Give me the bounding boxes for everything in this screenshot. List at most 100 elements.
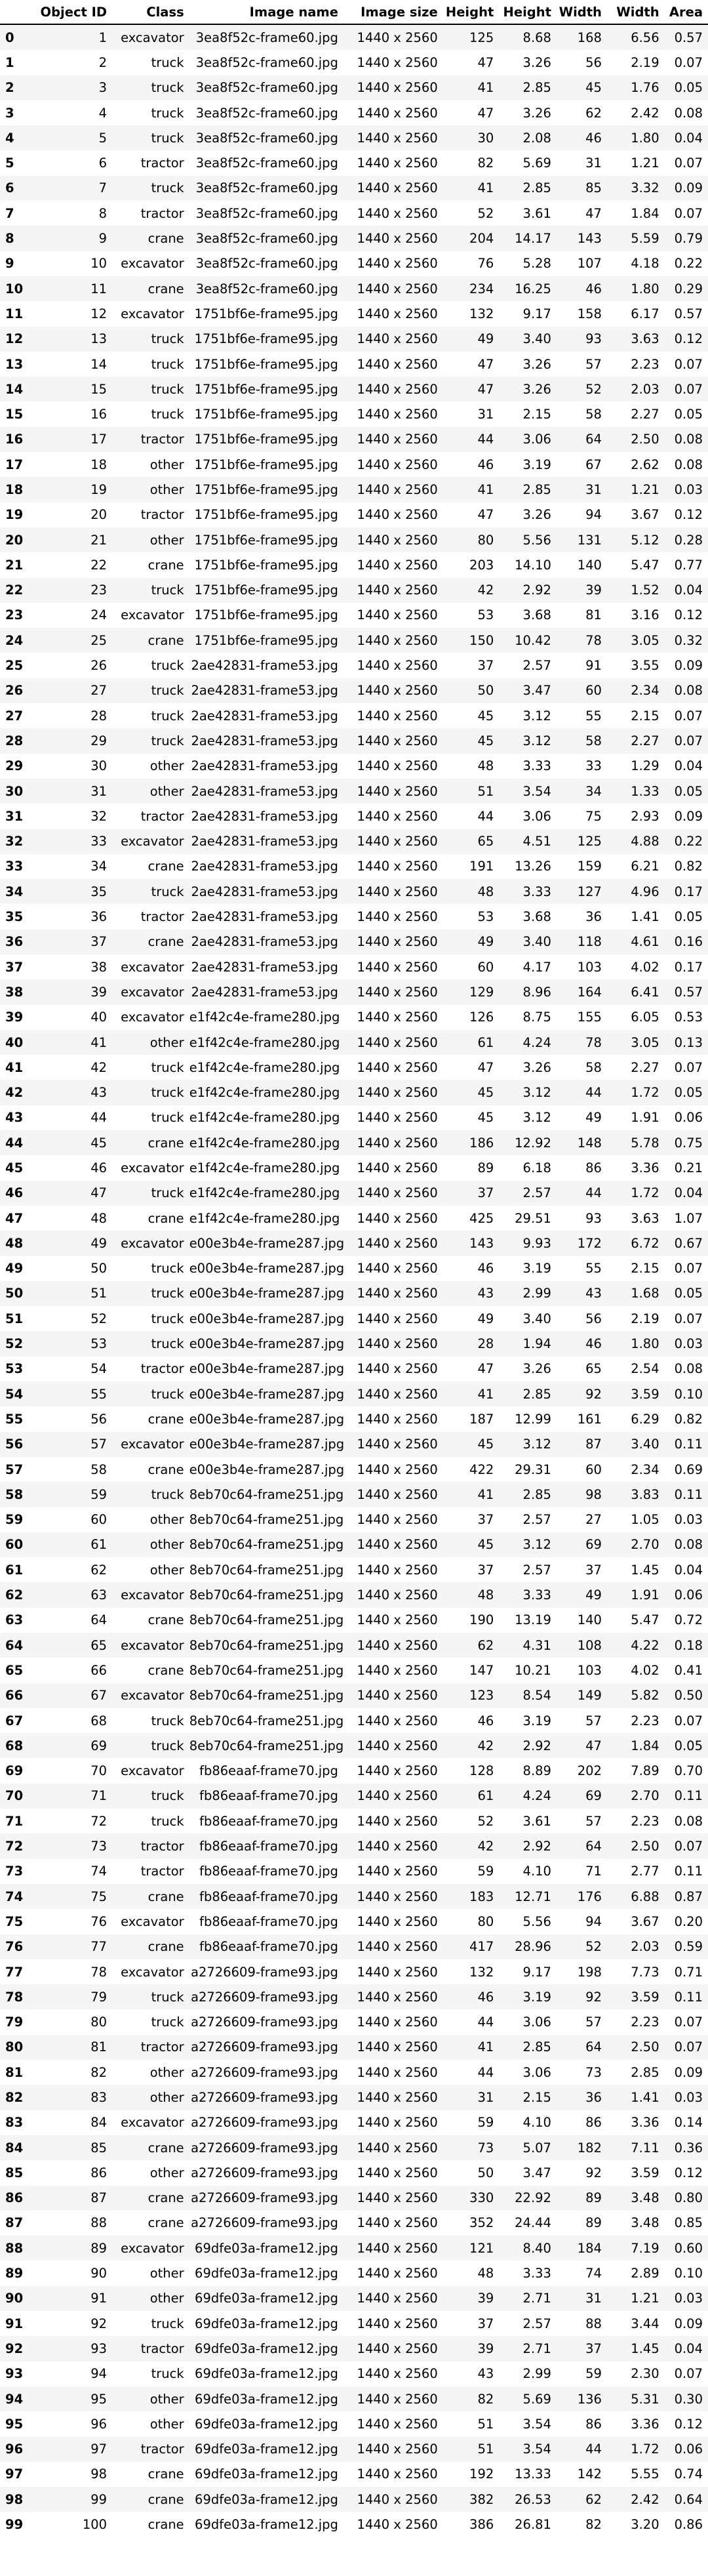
- class-cell: truck: [112, 1733, 189, 1759]
- width-pct-cell: 1.45: [631, 1562, 659, 1578]
- table-row: 62 63 excavator 8eb70c64-frame251.jpg 1440 x…: [0, 1582, 708, 1608]
- area-cell: 0.64: [664, 2487, 708, 2512]
- height-px-cell: 43: [477, 2366, 494, 2382]
- width-px-cell: 46: [556, 125, 607, 151]
- area-cell: 0.06: [664, 1582, 708, 1608]
- image-size-cell: 1440 x 2560: [343, 1431, 443, 1457]
- row-index: 65: [5, 1662, 24, 1678]
- width-pct-cell: 5.55: [631, 2466, 659, 2482]
- object-id-cell: 24: [90, 607, 108, 623]
- area-cell: 0.05: [664, 1733, 708, 1759]
- height-px-cell: 386: [469, 2517, 494, 2533]
- width-pct-cell: 2.50: [606, 1833, 665, 1859]
- row-index: 67: [5, 1713, 24, 1728]
- height-px-cell: 50: [442, 678, 500, 704]
- table-row: 66 67 excavator 8eb70c64-frame251.jpg 1440 x…: [0, 1683, 708, 1708]
- area-cell: 0.07: [674, 708, 703, 724]
- class-cell: truck: [112, 175, 189, 201]
- object-id-cell: 83: [36, 2085, 113, 2110]
- width-pct-cell: 6.21: [631, 859, 659, 874]
- height-pct-cell: 5.69: [499, 2386, 557, 2412]
- width-px-cell: 81: [585, 607, 602, 623]
- width-px-cell: 91: [585, 658, 602, 674]
- row-index: 98: [0, 2487, 37, 2512]
- row-index: 12: [0, 326, 37, 352]
- height-px-cell: 47: [477, 507, 494, 523]
- area-cell: 0.05: [664, 75, 708, 100]
- width-pct-cell: 7.73: [631, 1964, 659, 1980]
- height-pct-cell: 4.17: [522, 959, 551, 975]
- row-index: 89: [5, 2266, 24, 2281]
- height-px-cell: 123: [442, 1683, 500, 1708]
- image-name-cell: 69dfe03a-frame12.jpg: [189, 2285, 344, 2312]
- table-row: 35 36 tractor 2ae42831-frame53.jpg 1440 x 25…: [0, 904, 708, 929]
- image-name-cell: 69dfe03a-frame12.jpg: [189, 2487, 344, 2512]
- height-px-cell: 192: [469, 2466, 494, 2482]
- object-id-cell: 43: [36, 1080, 113, 1105]
- image-name-cell: a2726609-frame93.jpg: [191, 2014, 338, 2030]
- class-cell: truck: [151, 2014, 184, 2030]
- class-cell: truck: [112, 75, 189, 100]
- area-cell: 0.53: [674, 1010, 703, 1025]
- width-pct-cell: 3.40: [606, 1431, 665, 1457]
- width-pct-cell: 1.41: [606, 2085, 665, 2110]
- object-id-cell: 16: [90, 407, 108, 422]
- height-pct-cell: 8.96: [499, 979, 557, 1005]
- width-pct-cell: 4.61: [606, 929, 665, 954]
- image-size-cell: 1440 x 2560: [357, 256, 438, 272]
- image-name-cell: 3ea8f52c-frame60.jpg: [195, 105, 338, 121]
- height-pct-cell: 12.92: [499, 1130, 557, 1156]
- width-pct-cell: 2.42: [606, 2487, 665, 2512]
- row-index: 58: [0, 1482, 37, 1507]
- height-pct-cell: 2.15: [499, 2085, 557, 2110]
- row-index: 87: [5, 2215, 24, 2231]
- height-px-cell: 187: [469, 1411, 494, 1427]
- class-cell: truck: [151, 1813, 184, 1829]
- width-px-cell: 37: [556, 2336, 607, 2361]
- table-row: 9 10 excavator 3ea8f52c-frame60.jpg 1440 x 2…: [0, 251, 708, 276]
- height-px-cell: 150: [442, 628, 500, 653]
- width-px-cell: 57: [585, 1813, 602, 1829]
- area-cell: 0.04: [674, 1562, 703, 1578]
- row-index: 72: [0, 1833, 37, 1859]
- class-cell: other: [112, 1029, 189, 1055]
- width-px-cell: 88: [585, 2316, 602, 2331]
- height-px-cell: 44: [477, 808, 494, 824]
- image-size-cell: 1440 x 2560: [357, 1964, 438, 1980]
- row-index: 77: [5, 1964, 24, 1980]
- row-index: 6: [0, 175, 37, 201]
- image-name-cell: e1f42c4e-frame280.jpg: [189, 1180, 344, 1206]
- width-pct-cell: 4.22: [606, 1633, 665, 1658]
- image-name-cell: 1751bf6e-frame95.jpg: [189, 377, 344, 402]
- image-size-cell: 1440 x 2560: [357, 1763, 438, 1779]
- class-cell: truck: [151, 2366, 184, 2382]
- area-cell: 1.07: [674, 1210, 703, 1226]
- height-px-cell: 49: [442, 929, 500, 954]
- height-px-cell: 76: [477, 256, 494, 272]
- object-id-cell: 12: [90, 306, 108, 321]
- image-name-cell: a2726609-frame93.jpg: [191, 2115, 338, 2131]
- height-px-cell: 39: [442, 2285, 500, 2312]
- table-row: 12 13 truck 1751bf6e-frame95.jpg 1440 x 2560…: [0, 326, 708, 352]
- width-pct-cell: 2.15: [631, 1261, 659, 1277]
- height-pct-cell: 13.33: [515, 2466, 551, 2482]
- image-name-cell: 8eb70c64-frame251.jpg: [189, 1562, 344, 1578]
- row-index: 1: [5, 54, 14, 70]
- image-size-cell: 1440 x 2560: [357, 306, 438, 321]
- class-cell: excavator: [121, 306, 184, 321]
- width-pct-cell: 2.27: [631, 407, 659, 422]
- width-px-cell: 107: [577, 256, 602, 272]
- height-pct-cell: 13.19: [515, 1612, 551, 1628]
- object-id-cell: 74: [90, 1864, 108, 1879]
- area-cell: 0.13: [664, 1029, 708, 1055]
- row-index: 54: [0, 1381, 37, 1407]
- class-cell: tractor: [112, 2436, 189, 2462]
- width-px-cell: 127: [556, 879, 607, 905]
- image-name-cell: e1f42c4e-frame280.jpg: [189, 1210, 340, 1226]
- width-px-cell: 65: [585, 1361, 602, 1377]
- height-px-cell: 234: [442, 276, 500, 302]
- object-id-cell: 99: [36, 2487, 113, 2512]
- width-pct-cell: 1.72: [606, 2436, 665, 2462]
- table-row: 37 38 excavator 2ae42831-frame53.jpg 1440 x …: [0, 954, 708, 979]
- width-px-cell: 172: [556, 1231, 607, 1256]
